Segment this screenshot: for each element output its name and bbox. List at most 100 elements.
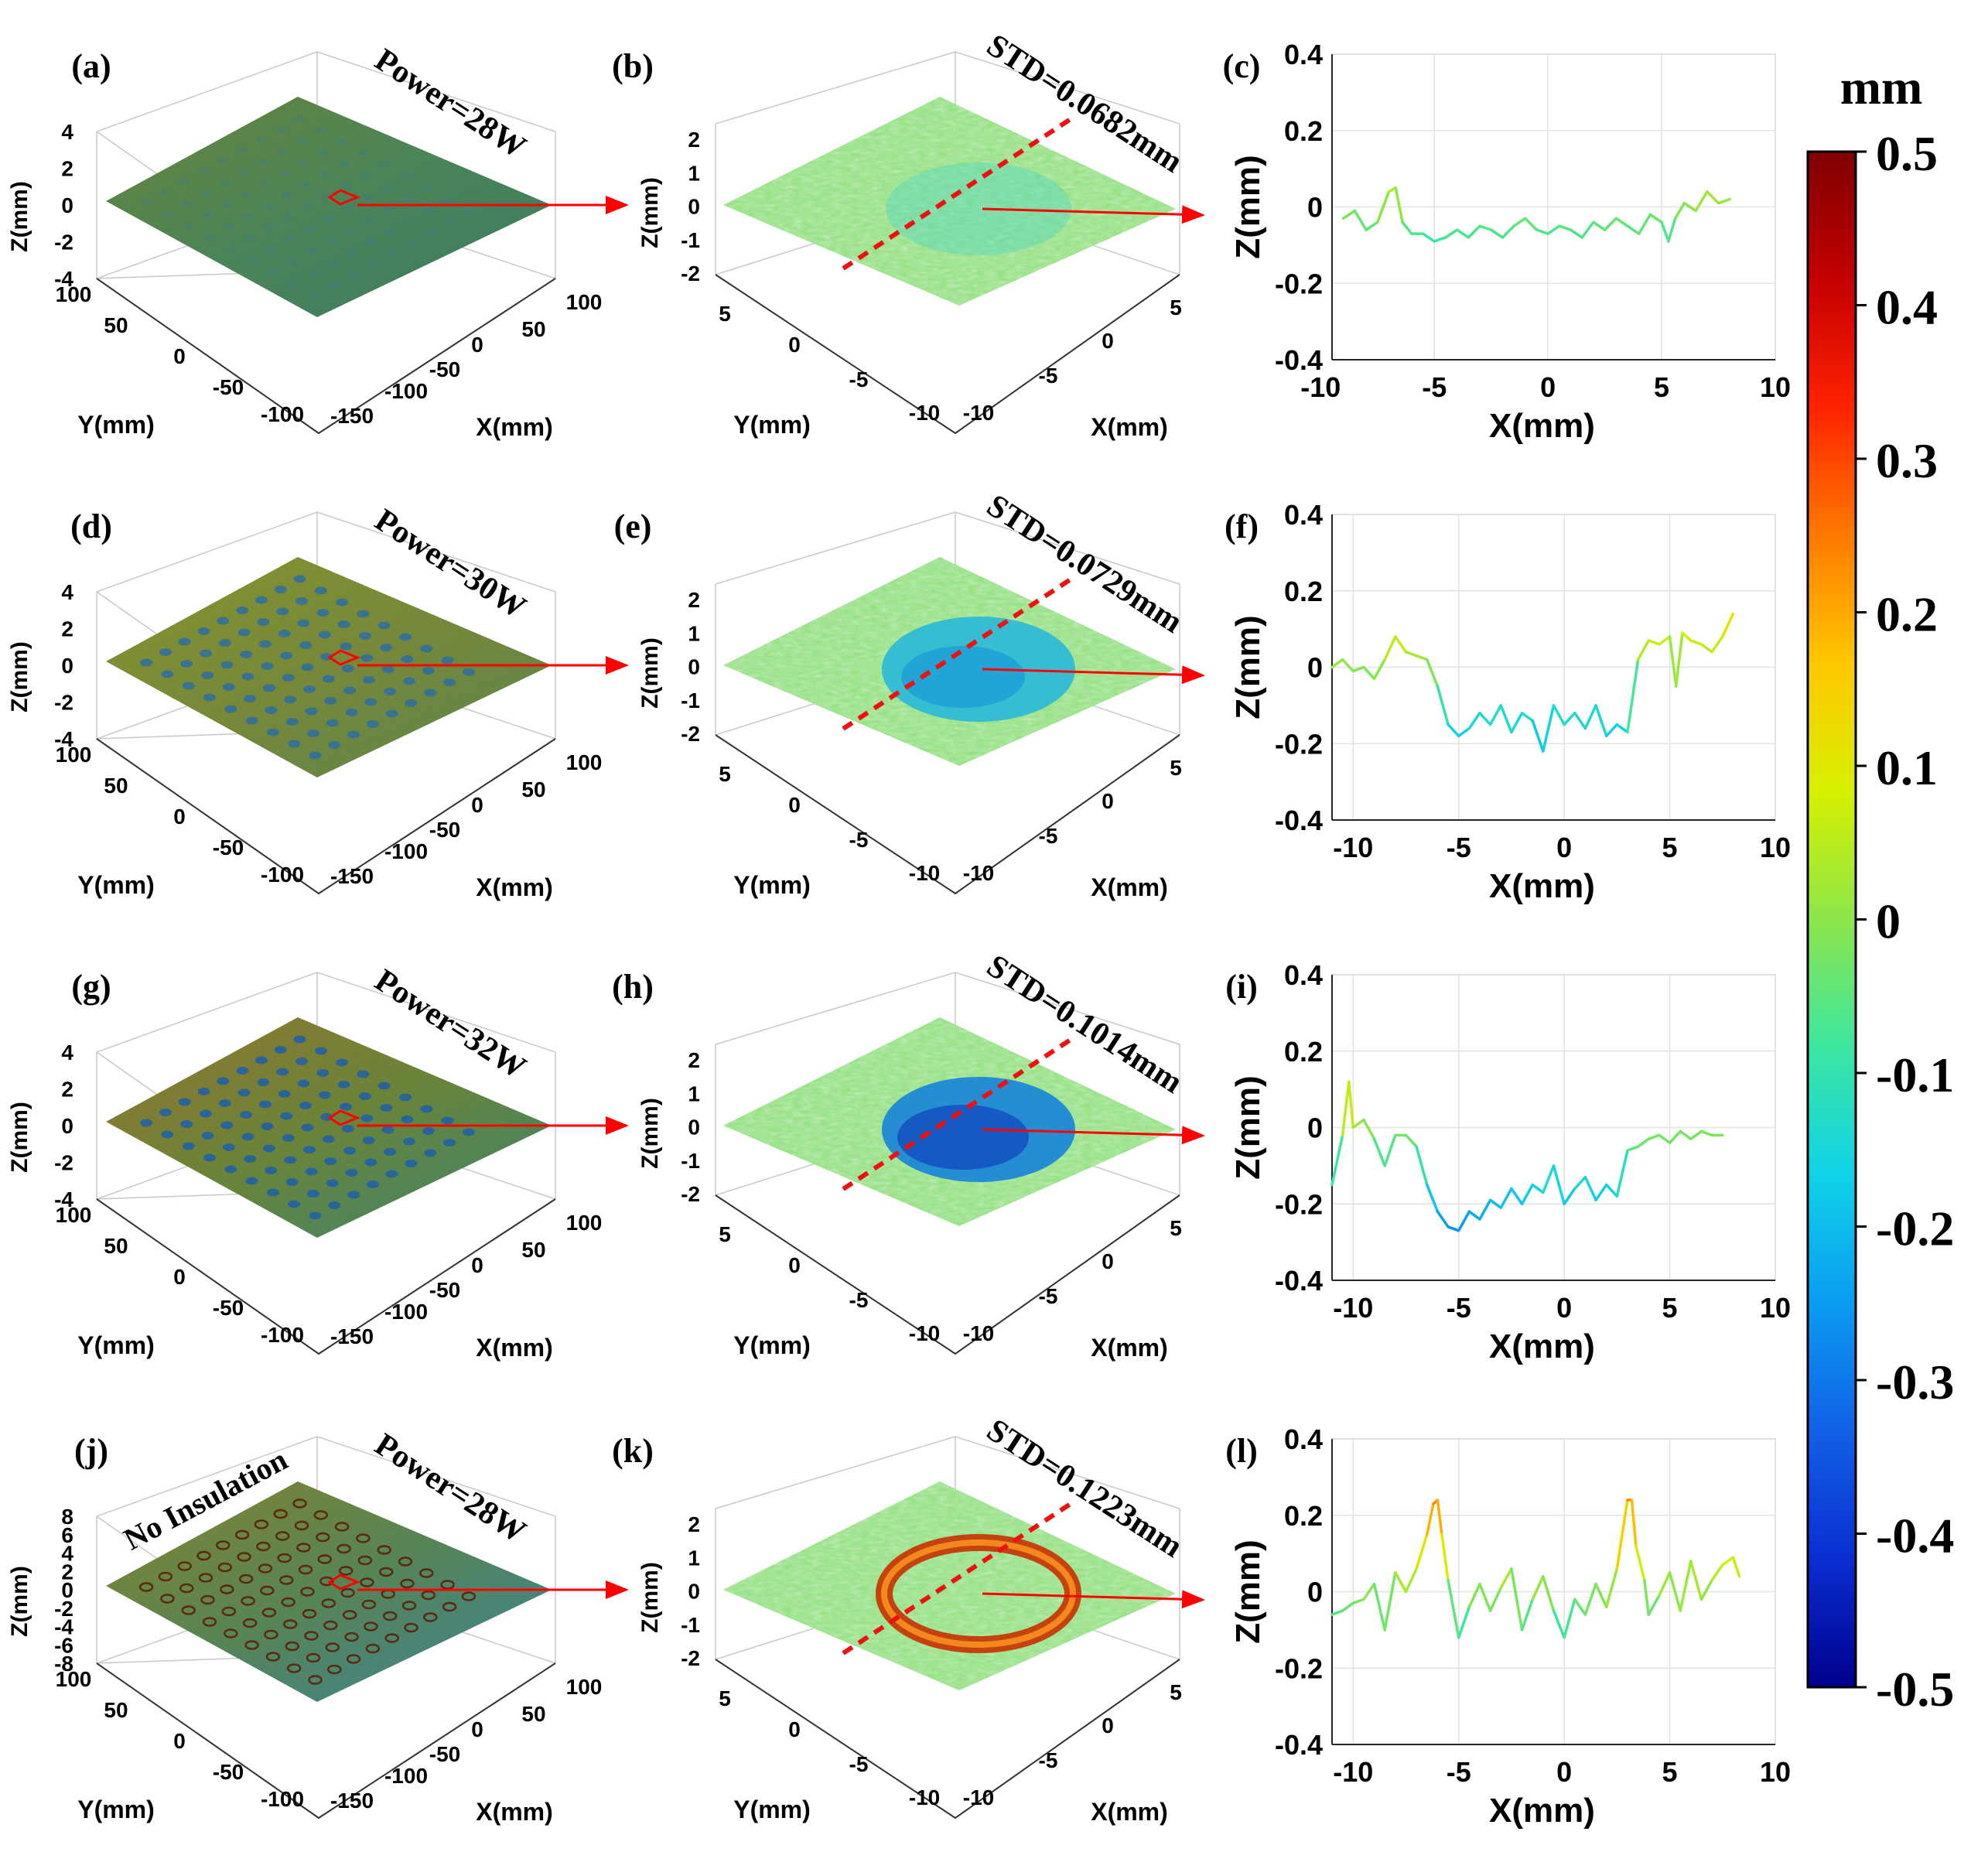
surface-plane [723,1481,1176,1690]
profile-segment [1634,1544,1646,1582]
cross-section-line [842,574,1077,731]
heater-dot [237,147,248,153]
profile-segment [1689,1560,1703,1601]
heater-dot [160,1594,175,1604]
colorbar-tick-label: -0.5 [1876,1662,1954,1717]
heater-dot [441,1116,454,1125]
heater-dot [216,1540,231,1550]
cross-section-line [842,114,1077,271]
heater-dot [277,148,289,155]
heater-dot [343,686,357,695]
x-tick-label: 10 [1760,1756,1791,1788]
z-tick-label: -4 [54,267,73,291]
y-tick-label: -10 [909,401,940,425]
heater-dot [141,199,152,206]
heater-dot [286,258,298,265]
heater-dot [240,651,253,658]
z-tick-label: 1 [688,621,700,645]
row-1: (a) Power=28W420-2-4Z(mm)100500-50-100Y(m… [7,28,1791,445]
x-tick-label: 0 [1102,329,1114,353]
profile-segment [1542,704,1556,753]
profile-segment [1592,220,1607,231]
profile-segment [1542,1575,1556,1612]
profile-segment [1614,217,1629,227]
profile-segment [1647,1133,1661,1141]
z-tick-label: 4 [61,1040,73,1064]
heater-dot [178,1098,191,1106]
z-tick-label: 4 [61,580,73,604]
x-tick-label: 5 [1170,1680,1182,1704]
heater-dot [274,586,287,593]
heater-dot [266,728,279,736]
heater-dot [202,212,213,218]
heater-dot [237,628,251,637]
heater-dot [304,1631,319,1641]
z-tick-label: 0 [61,193,73,217]
y-tick-label: -10 [909,1785,940,1809]
x-tick-label: 50 [521,1238,545,1262]
y-axis-label: Z(mm) [1229,615,1267,719]
heater-dot [140,658,153,667]
y-tick-label: -0.4 [1275,344,1323,376]
y-tick-label: 0 [1307,1112,1323,1144]
heater-dot [362,676,375,684]
heater-dot [323,215,334,222]
heater-dot [294,115,306,122]
heater-dot [295,1058,308,1065]
profile-chart: -10 -5 0 5 10 0.4 0.2 0 -0.2 -0.4 X(mm) Z(mm) (c) [1223,39,1791,445]
heater-dot [303,1146,316,1153]
profile-segment [1630,1498,1638,1547]
profile-arrow [982,1126,1205,1145]
row-2: (d) Power=30W420-2-4Z(mm)100500-50-100Y(m… [7,488,1791,905]
panel-label: (j) [74,1432,108,1470]
heater-dot [300,182,311,188]
heater-dot [179,1583,194,1594]
profile-segment [1682,201,1697,213]
heater-dot [425,229,436,236]
x-tick-label: -10 [1300,371,1341,403]
x-tick-label: -5 [1447,832,1471,863]
x-tick-label: 0 [1102,789,1114,813]
x-tick-label: 5 [1662,832,1678,863]
x-tick-label: -10 [963,861,994,885]
heater-dot [463,208,474,215]
y-tick-label: 100 [56,282,92,306]
heater-dot [162,210,173,217]
heater-dot [348,271,360,278]
profile-series [1341,186,1731,243]
x-tick-label: -150 [330,1789,374,1813]
heater-dot [399,1093,412,1102]
y-tick-label: -50 [213,1296,244,1320]
profile-segment [1706,190,1720,205]
profile-segment [1467,224,1481,239]
profile-segment [1383,1571,1397,1632]
x-tick-label: 100 [566,750,603,774]
y-tick-label: 0 [173,805,186,829]
heater-dot [285,718,299,726]
z-axis-label: Z(mm) [637,1098,663,1169]
heater-dot [201,671,214,679]
y-axis-label: Y(mm) [77,1331,155,1359]
y-axis-label: Y(mm) [733,1331,811,1359]
heater-dot [422,207,434,214]
z-tick-label: 4 [61,1542,73,1566]
y-tick-label: -10 [909,1321,940,1345]
profile-segment [1444,228,1459,239]
profile-segment [1573,1175,1587,1191]
heater-dot [422,667,435,675]
profile-segment [1524,217,1539,231]
x-axis-label: X(mm) [1489,407,1595,445]
y-tick-label: -5 [849,367,869,391]
heater-dot [405,1160,418,1167]
heater-dot [404,1622,418,1633]
heater-dot [298,1564,313,1575]
profile-segment [1647,639,1661,646]
profile-segment [1660,220,1670,243]
heater-dot [282,1619,298,1629]
y-tick-label: -100 [261,863,304,887]
heater-dot [275,1531,290,1541]
profile-segment [1626,224,1641,235]
y-tick-label: 5 [719,762,731,786]
heater-dot [217,1562,233,1573]
profile-segment [1573,712,1587,730]
